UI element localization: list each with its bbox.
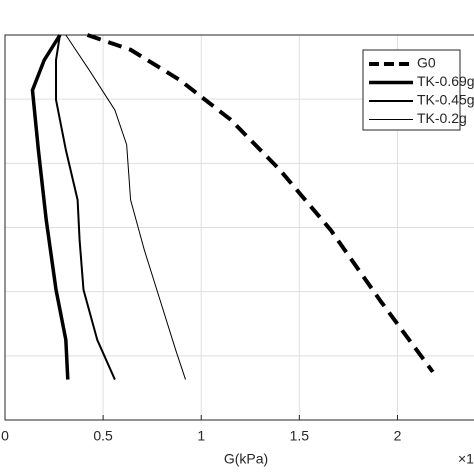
- x-tick-label: 0.5: [93, 428, 113, 444]
- data-line: [86, 33, 435, 374]
- legend-label: TK-0.69g: [417, 73, 474, 89]
- x-tick-label: 0: [1, 428, 9, 444]
- data-line: [30, 34, 70, 380]
- x-axis-label: G(kPa): [224, 451, 268, 467]
- legend-label: G0: [417, 55, 436, 71]
- axes-frame: [4, 34, 474, 421]
- x-tick-label: 1.5: [290, 428, 310, 444]
- legend-label: TK-0.2g: [417, 110, 467, 126]
- legend-box: [362, 49, 461, 131]
- data-line: [55, 34, 116, 380]
- data-line: [65, 34, 187, 380]
- x-tick-label: 1: [197, 428, 205, 444]
- legend: G0 TK-0.69g TK-0.45g TK-0.2g: [362, 49, 474, 131]
- legend-label: TK-0.45g: [417, 92, 474, 108]
- x-exponent-label: ×1: [458, 451, 474, 467]
- x-tick-label: 2: [394, 428, 402, 444]
